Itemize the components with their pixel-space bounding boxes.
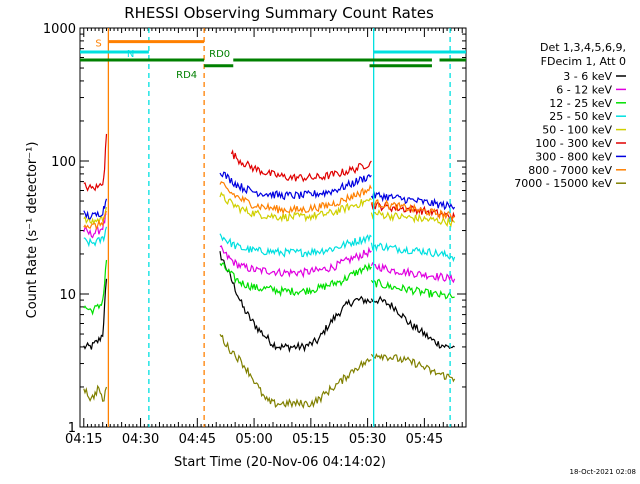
chart-title: RHESSI Observing Summary Count Rates: [124, 4, 434, 22]
series-line-segment: [83, 198, 108, 220]
y-tick-label: 100: [51, 155, 76, 170]
legend-header-line: Det 1,3,4,5,6,9,: [540, 41, 626, 54]
legend-entry-label: 100 - 300 keV: [535, 137, 612, 150]
legend-entry-label: 25 - 50 keV: [549, 110, 612, 123]
series-line-segment: [83, 210, 108, 231]
series-line-segment: [370, 278, 455, 300]
y-axis-label: Count Rate (s⁻¹ detector⁻¹): [25, 142, 40, 319]
x-tick-label: 04:45: [179, 432, 216, 447]
series-25-50kev-group: [83, 226, 456, 263]
series-line-segment: [219, 245, 372, 279]
series-12-25kev-group: [83, 259, 455, 316]
series-line-segment: [370, 353, 456, 383]
series-line-segment: [370, 208, 456, 228]
series-line-segment: [83, 278, 108, 350]
legend-header-line: FDecim 1, Att 0: [541, 55, 626, 68]
series-300-800kev-group: [83, 171, 456, 220]
flag-label: RD0: [209, 49, 230, 60]
x-axis-label: Start Time (20-Nov-06 04:14:02): [174, 455, 386, 470]
x-tick-label: 04:15: [65, 432, 102, 447]
legend-entry-label: 50 - 100 keV: [542, 124, 612, 137]
footer-date: 18-Oct-2021 02:08: [570, 468, 636, 476]
series-line-segment: [219, 251, 372, 353]
series-line-segment: [370, 261, 456, 284]
legend: Det 1,3,4,5,6,9,FDecim 1, Att 0 3 - 6 keV…: [514, 41, 626, 190]
series-line-segment: [230, 149, 372, 183]
flag-label: N: [127, 49, 134, 60]
x-tick-label: 04:30: [122, 432, 159, 447]
series-7000-15000kev-group: [83, 333, 456, 410]
series-3-6kev-group: [83, 251, 455, 353]
series-800-7000kev-group: [83, 181, 455, 231]
legend-entry-label: 7000 - 15000 keV: [514, 177, 612, 190]
series-line-segment: [370, 191, 456, 211]
series-line-segment: [370, 242, 456, 263]
x-tick-label: 05:15: [292, 432, 329, 447]
legend-entry-label: 300 - 800 keV: [535, 150, 612, 163]
flag-label: S: [95, 39, 101, 50]
legend-entry-label: 800 - 7000 keV: [528, 164, 612, 177]
series-line-segment: [83, 384, 108, 402]
series-line-segment: [219, 233, 372, 258]
x-tick-label: 05:45: [406, 432, 443, 447]
series-line-segment: [219, 333, 372, 410]
series-line-segment: [219, 262, 372, 298]
series-line-segment: [83, 133, 108, 192]
series-line-segment: [370, 201, 456, 223]
series-line-segment: [83, 259, 108, 316]
flag-label: RD4: [176, 70, 197, 81]
legend-entry-label: 6 - 12 keV: [556, 83, 612, 96]
legend-entry-label: 12 - 25 keV: [549, 97, 612, 110]
y-tick-label: 10: [59, 288, 76, 303]
series-line-segment: [219, 181, 372, 216]
series-line-segment: [83, 226, 108, 248]
series-line-segment: [219, 171, 372, 201]
series-line-segment: [370, 295, 455, 349]
series-line-segment: [371, 199, 455, 221]
series-100-300kev-group: [83, 133, 456, 223]
legend-entry-label: 3 - 6 keV: [563, 70, 612, 83]
series-line-segment: [219, 191, 372, 223]
x-tick-label: 05:00: [235, 432, 272, 447]
x-tick-label: 05:30: [349, 432, 386, 447]
y-tick-label: 1000: [43, 22, 76, 37]
y-tick-label: 1: [68, 421, 76, 436]
